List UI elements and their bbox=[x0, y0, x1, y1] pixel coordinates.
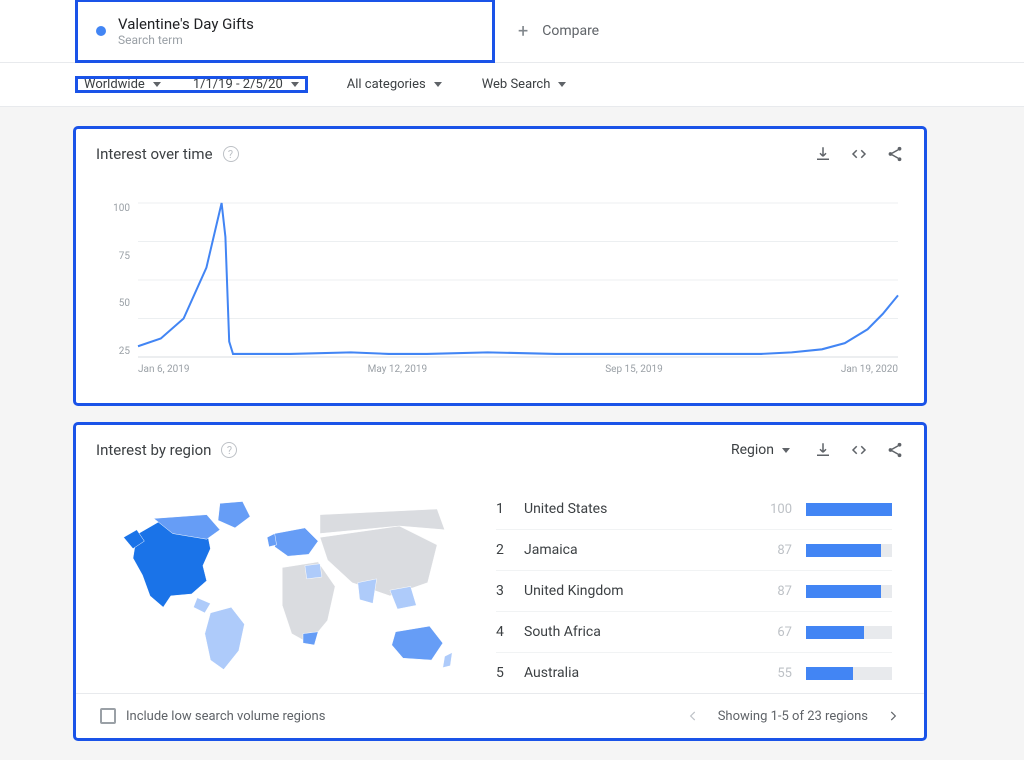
interest-over-time-card: Interest over time ? 100755025 Jan 6, 2 bbox=[76, 129, 924, 403]
region-name: Australia bbox=[524, 665, 748, 681]
filters-bar: Worldwide 1/1/19 - 2/5/20 All categories… bbox=[0, 63, 1024, 107]
search-term-subtitle: Search term bbox=[118, 33, 254, 47]
embed-icon[interactable] bbox=[850, 145, 868, 163]
share-icon[interactable] bbox=[886, 441, 904, 459]
category-filter[interactable]: All categories bbox=[347, 77, 442, 92]
x-tick: Jan 6, 2019 bbox=[138, 364, 190, 375]
region-bar bbox=[806, 503, 892, 516]
y-tick: 100 bbox=[102, 203, 130, 214]
search-term-label: Valentine's Day Gifts bbox=[118, 15, 254, 33]
content-area: Interest over time ? 100755025 Jan 6, 2 bbox=[0, 107, 1024, 760]
region-value: 67 bbox=[762, 625, 792, 640]
timeframe-filter-label: 1/1/19 - 2/5/20 bbox=[193, 77, 283, 92]
region-bar bbox=[806, 667, 892, 680]
region-value: 87 bbox=[762, 543, 792, 558]
region-name: Jamaica bbox=[524, 542, 748, 558]
region-rank: 3 bbox=[496, 583, 510, 599]
help-icon[interactable]: ? bbox=[221, 442, 237, 458]
property-filter-label: Web Search bbox=[482, 77, 551, 92]
compare-label: Compare bbox=[542, 23, 599, 39]
region-row[interactable]: 3 United Kingdom 87 bbox=[496, 571, 892, 612]
world-map[interactable] bbox=[76, 479, 486, 693]
chevron-down-icon bbox=[153, 82, 161, 87]
embed-icon[interactable] bbox=[850, 441, 868, 459]
y-tick: 75 bbox=[102, 251, 130, 262]
help-icon[interactable]: ? bbox=[223, 146, 239, 162]
download-icon[interactable] bbox=[814, 145, 832, 163]
compare-button[interactable]: + Compare bbox=[494, 0, 1024, 62]
download-icon[interactable] bbox=[814, 441, 832, 459]
region-filter-label: Worldwide bbox=[84, 77, 145, 92]
region-bar bbox=[806, 544, 892, 557]
x-tick: May 12, 2019 bbox=[368, 364, 427, 375]
search-term-pill[interactable]: Valentine's Day Gifts Search term bbox=[76, 0, 494, 62]
share-icon[interactable] bbox=[886, 145, 904, 163]
region-row[interactable]: 2 Jamaica 87 bbox=[496, 530, 892, 571]
chevron-down-icon bbox=[291, 82, 299, 87]
region-rank: 2 bbox=[496, 542, 510, 558]
property-filter[interactable]: Web Search bbox=[482, 77, 567, 92]
low-volume-label: Include low search volume regions bbox=[126, 709, 325, 724]
series-color-dot bbox=[96, 26, 106, 36]
region-bar bbox=[806, 626, 892, 639]
region-dropdown-label: Region bbox=[731, 442, 774, 458]
x-tick: Jan 19, 2020 bbox=[841, 364, 898, 375]
plus-icon: + bbox=[518, 21, 528, 42]
region-granularity-dropdown[interactable]: Region bbox=[731, 442, 790, 458]
filter-group-time-region: Worldwide 1/1/19 - 2/5/20 bbox=[76, 77, 307, 92]
interest-over-time-chart: 100 75 50 25 Jan 6, 2019 May 12, 2019 Sep 15,… bbox=[76, 173, 924, 403]
region-row[interactable]: 1 United States 100 bbox=[496, 489, 892, 530]
region-value: 100 bbox=[762, 502, 792, 517]
region-rank: 5 bbox=[496, 665, 510, 681]
low-volume-checkbox[interactable]: Include low search volume regions bbox=[100, 708, 325, 724]
y-tick: 25 bbox=[102, 346, 130, 357]
chevron-right-icon[interactable] bbox=[886, 709, 900, 723]
region-name: United Kingdom bbox=[524, 583, 748, 599]
region-name: South Africa bbox=[524, 624, 748, 640]
region-row[interactable]: 4 South Africa 67 bbox=[496, 612, 892, 653]
region-value: 87 bbox=[762, 584, 792, 599]
region-rank: 4 bbox=[496, 624, 510, 640]
x-tick: Sep 15, 2019 bbox=[605, 364, 663, 375]
category-filter-label: All categories bbox=[347, 77, 426, 92]
region-filter[interactable]: Worldwide bbox=[84, 77, 161, 92]
checkbox-icon bbox=[100, 708, 116, 724]
card-title: Interest by region bbox=[96, 441, 211, 459]
card-title: Interest over time bbox=[96, 145, 213, 163]
pager: Showing 1-5 of 23 regions bbox=[686, 709, 900, 724]
chevron-down-icon bbox=[434, 82, 442, 87]
region-rank: 1 bbox=[496, 501, 510, 517]
region-value: 55 bbox=[762, 666, 792, 681]
region-row[interactable]: 5 Australia 55 bbox=[496, 653, 892, 693]
timeframe-filter[interactable]: 1/1/19 - 2/5/20 bbox=[193, 77, 299, 92]
region-name: United States bbox=[524, 501, 748, 517]
region-bar bbox=[806, 585, 892, 598]
chevron-down-icon bbox=[782, 448, 790, 453]
pager-label: Showing 1-5 of 23 regions bbox=[718, 709, 868, 724]
y-tick: 50 bbox=[102, 298, 130, 309]
interest-by-region-card: Interest by region ? Region bbox=[76, 425, 924, 738]
chevron-left-icon[interactable] bbox=[686, 709, 700, 723]
top-bar: Valentine's Day Gifts Search term + Comp… bbox=[0, 0, 1024, 63]
region-list: 1 United States 100 2 Jamaica 87 3 Unite… bbox=[486, 479, 924, 693]
chevron-down-icon bbox=[558, 82, 566, 87]
